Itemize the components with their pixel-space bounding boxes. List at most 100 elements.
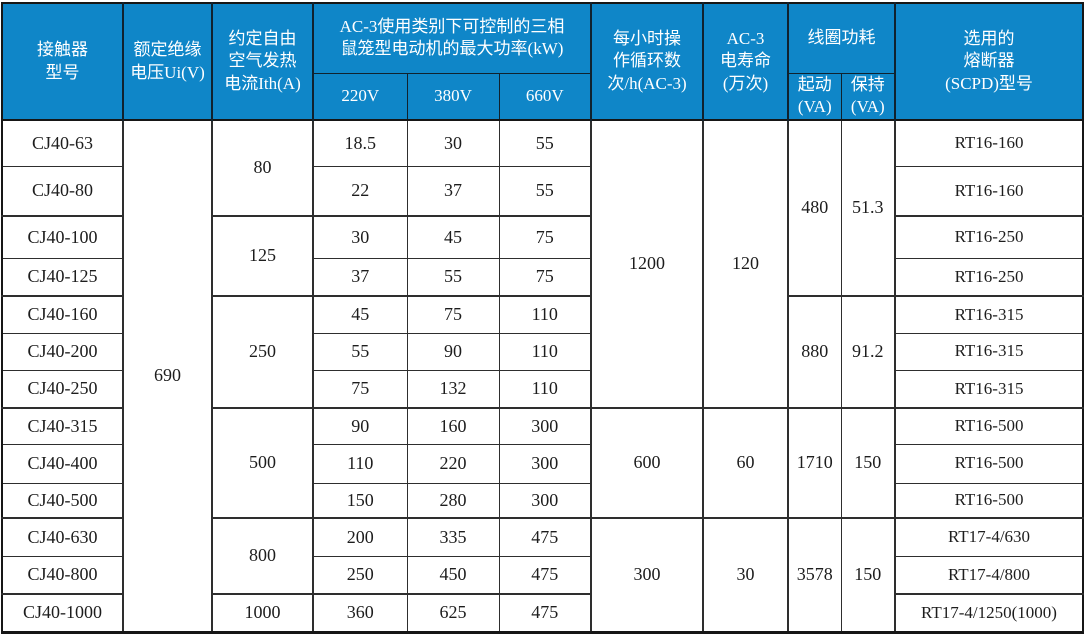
- model-cell: CJ40-125: [1, 257, 124, 297]
- life-cell: 60: [702, 407, 789, 519]
- header-coil-power-group: 线圈功耗: [787, 2, 896, 74]
- header-thermal-current: 约定自由 空气发热 电流Ith(A): [211, 2, 314, 121]
- power-660-cell: 110: [498, 295, 592, 334]
- hold-va-cell: 51.3: [840, 119, 896, 297]
- header-ac3-electrical-life: AC-3 电寿命 (万次): [702, 2, 789, 121]
- header-hold-va: 保持 (VA): [840, 72, 896, 121]
- model-cell: CJ40-80: [1, 165, 124, 217]
- power-380-cell: 160: [406, 407, 500, 445]
- fuse-cell: RT16-315: [894, 295, 1084, 334]
- power-220-cell: 250: [312, 555, 408, 595]
- power-660-cell: 55: [498, 119, 592, 167]
- power-380-cell: 625: [406, 593, 500, 633]
- fuse-cell: RT16-315: [894, 332, 1084, 371]
- model-cell: CJ40-500: [1, 482, 124, 519]
- model-cell: CJ40-800: [1, 555, 124, 595]
- header-operating-cycles: 每小时操 作循环数 次/h(AC-3): [590, 2, 704, 121]
- power-380-cell: 30: [406, 119, 500, 167]
- header-380v: 380V: [406, 72, 500, 121]
- fuse-cell: RT16-160: [894, 165, 1084, 217]
- model-cell: CJ40-315: [1, 407, 124, 445]
- power-660-cell: 475: [498, 517, 592, 557]
- fuse-cell: RT17-4/800: [894, 555, 1084, 595]
- power-660-cell: 110: [498, 369, 592, 409]
- ith-cell: 800: [211, 517, 314, 595]
- power-220-cell: 150: [312, 482, 408, 519]
- cycles-cell: 1200: [590, 119, 704, 409]
- power-220-cell: 22: [312, 165, 408, 217]
- fuse-cell: RT16-160: [894, 119, 1084, 167]
- power-380-cell: 280: [406, 482, 500, 519]
- power-660-cell: 55: [498, 165, 592, 217]
- model-cell: CJ40-400: [1, 443, 124, 484]
- fuse-cell: RT16-500: [894, 407, 1084, 445]
- power-660-cell: 475: [498, 593, 592, 633]
- power-220-cell: 75: [312, 369, 408, 409]
- fuse-cell: RT16-500: [894, 482, 1084, 519]
- power-220-cell: 200: [312, 517, 408, 557]
- power-660-cell: 300: [498, 482, 592, 519]
- power-220-cell: 90: [312, 407, 408, 445]
- model-cell: CJ40-200: [1, 332, 124, 371]
- fuse-cell: RT16-315: [894, 369, 1084, 409]
- header-start-va: 起动 (VA): [787, 72, 842, 121]
- power-660-cell: 75: [498, 257, 592, 297]
- power-380-cell: 55: [406, 257, 500, 297]
- cycles-cell: 300: [590, 517, 704, 633]
- model-cell: CJ40-100: [1, 215, 124, 259]
- start-va-cell: 880: [787, 295, 842, 409]
- ith-cell: 1000: [211, 593, 314, 633]
- ui-cell: 690: [122, 119, 213, 633]
- cycles-cell: 600: [590, 407, 704, 519]
- header-660v: 660V: [498, 72, 592, 121]
- power-660-cell: 300: [498, 443, 592, 484]
- power-220-cell: 360: [312, 593, 408, 633]
- model-cell: CJ40-63: [1, 119, 124, 167]
- header-rated-insulation-voltage: 额定绝缘 电压Ui(V): [122, 2, 213, 121]
- start-va-cell: 480: [787, 119, 842, 297]
- power-380-cell: 132: [406, 369, 500, 409]
- header-220v: 220V: [312, 72, 408, 121]
- header-ac3-max-power-group: AC-3使用类别下可控制的三相 鼠笼型电动机的最大功率(kW): [311, 2, 592, 74]
- life-cell: 30: [702, 517, 789, 633]
- start-va-cell: 1710: [787, 407, 842, 519]
- fuse-cell: RT16-500: [894, 443, 1084, 484]
- power-380-cell: 220: [406, 443, 500, 484]
- power-380-cell: 335: [406, 517, 500, 557]
- power-220-cell: 110: [312, 443, 408, 484]
- power-380-cell: 75: [406, 295, 500, 334]
- hold-va-cell: 91.2: [840, 295, 896, 409]
- power-380-cell: 90: [406, 332, 500, 371]
- model-cell: CJ40-1000: [1, 593, 124, 633]
- model-cell: CJ40-630: [1, 517, 124, 557]
- ith-cell: 80: [211, 119, 314, 217]
- power-220-cell: 55: [312, 332, 408, 371]
- fuse-cell: RT17-4/630: [894, 517, 1084, 557]
- start-va-cell: 3578: [787, 517, 842, 633]
- power-660-cell: 110: [498, 332, 592, 371]
- power-380-cell: 45: [406, 215, 500, 259]
- ith-cell: 125: [211, 215, 314, 297]
- power-660-cell: 75: [498, 215, 592, 259]
- power-660-cell: 475: [498, 555, 592, 595]
- fuse-cell: RT17-4/1250(1000): [894, 593, 1084, 633]
- power-220-cell: 30: [312, 215, 408, 259]
- header-contactor-model: 接触器 型号: [1, 2, 124, 121]
- power-380-cell: 37: [406, 165, 500, 217]
- ith-cell: 500: [211, 407, 314, 519]
- power-220-cell: 18.5: [312, 119, 408, 167]
- header-fuse-model: 选用的 熔断器 (SCPD)型号: [894, 2, 1084, 121]
- power-220-cell: 45: [312, 295, 408, 334]
- power-220-cell: 37: [312, 257, 408, 297]
- model-cell: CJ40-250: [1, 369, 124, 409]
- life-cell: 120: [702, 119, 789, 409]
- power-380-cell: 450: [406, 555, 500, 595]
- hold-va-cell: 150: [840, 407, 896, 519]
- ith-cell: 250: [211, 295, 314, 409]
- fuse-cell: RT16-250: [894, 257, 1084, 297]
- model-cell: CJ40-160: [1, 295, 124, 334]
- fuse-cell: RT16-250: [894, 215, 1084, 259]
- power-660-cell: 300: [498, 407, 592, 445]
